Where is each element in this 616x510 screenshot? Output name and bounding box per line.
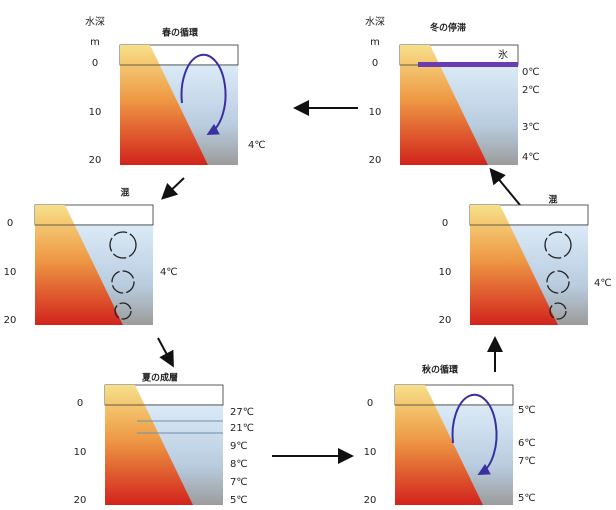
arrow: [158, 338, 172, 364]
depth-unit-m: m: [370, 37, 380, 48]
panel-title: 夏の成層: [141, 372, 178, 384]
temperature: 6℃: [518, 438, 536, 449]
depth-label: 10: [364, 447, 377, 458]
depth-label: 0: [372, 58, 378, 69]
temperature: 5℃: [230, 495, 248, 506]
ice: [418, 62, 518, 67]
temperature: 4℃: [594, 278, 612, 289]
depth-label: 0: [442, 218, 448, 229]
temperature: 5℃: [518, 493, 536, 504]
temperature: 5℃: [518, 405, 536, 416]
lake-panel: [470, 205, 588, 325]
depth-unit: 水深: [85, 16, 105, 28]
depth-label: 0: [367, 398, 373, 409]
temperature: 9℃: [230, 441, 248, 452]
lake-panel: [35, 205, 153, 325]
depth-label: 20: [439, 315, 452, 326]
panel-title: 混: [120, 187, 129, 199]
depth-label: 20: [364, 495, 377, 506]
temperature: 7℃: [518, 456, 536, 467]
panel-title: 春の循環: [161, 27, 199, 39]
depth-label: 10: [439, 267, 452, 278]
temperature: 0℃: [522, 67, 540, 78]
lake-panel: [120, 45, 238, 165]
depth-label: 0: [7, 218, 13, 229]
depth-label: 10: [4, 267, 17, 278]
depth-label: 0: [77, 398, 83, 409]
temperature: 2℃: [522, 85, 540, 96]
lake-panel: [395, 385, 513, 505]
panel-title: 秋の循環: [421, 364, 459, 376]
depth-label: 10: [74, 447, 87, 458]
depth-label: 10: [369, 107, 382, 118]
depth-label: 20: [369, 155, 382, 166]
temperature: 4℃: [160, 267, 178, 278]
depth-label: 20: [74, 495, 87, 506]
temperature: 4℃: [248, 140, 266, 151]
lake-panel: 氷: [400, 45, 518, 165]
depth-unit-m: m: [90, 37, 100, 48]
lake-panel: [105, 385, 223, 505]
arrow: [492, 171, 520, 205]
panel-title: 冬の停滞: [430, 22, 466, 34]
depth-label: 20: [89, 155, 102, 166]
temperature: 8℃: [230, 459, 248, 470]
diagram: 春の循環 0 10 20 水深 m 4℃ 氷 冬の停滞 0 10 20 水深 m 0℃ 2℃ 3℃ 4℃ 混 0 10 2…: [0, 0, 616, 510]
temperature: 27℃: [230, 407, 254, 418]
depth-label: 20: [4, 315, 17, 326]
depth-label: 10: [89, 107, 102, 118]
arrow: [164, 178, 184, 197]
panel-title: 混: [548, 194, 557, 206]
temperature: 3℃: [522, 122, 540, 133]
depth-label: 0: [92, 58, 98, 69]
temperature: 7℃: [230, 477, 248, 488]
depth-unit: 水深: [365, 16, 385, 28]
temperature: 4℃: [522, 152, 540, 163]
ice-label: 氷: [498, 48, 508, 61]
temperature: 21℃: [230, 423, 254, 434]
